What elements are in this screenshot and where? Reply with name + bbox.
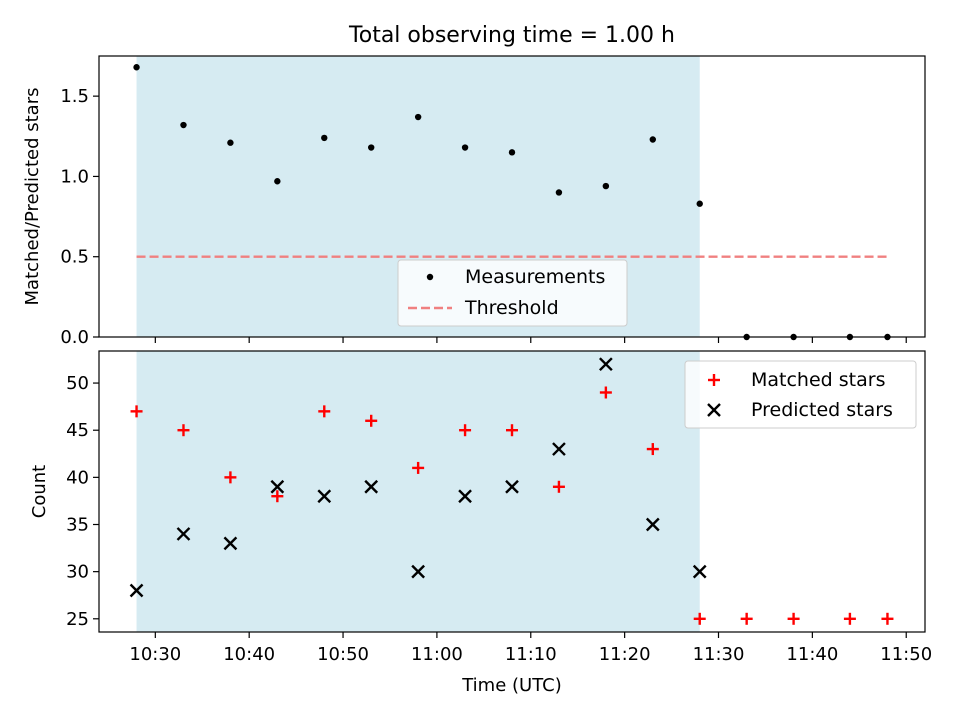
legend-plus-glyph: [708, 374, 720, 386]
predicted-star-point: [599, 357, 613, 372]
top-y-tick-label: 1.0: [60, 166, 89, 187]
legend-measurements-marker: [426, 273, 434, 281]
measurement-point: [414, 113, 422, 121]
predicted-star-point: [176, 527, 191, 541]
legend-threshold-label: Threshold: [464, 297, 559, 319]
predicted-star-point: [129, 583, 144, 598]
measurement-point: [508, 149, 516, 156]
matched-star-point: [318, 405, 331, 418]
matched-star-point: [843, 612, 856, 625]
matched-star-point: [646, 443, 659, 456]
bottom-x-tick-label: 11:20: [599, 644, 651, 665]
matched-star-point: [599, 386, 612, 399]
bottom-axes-frame: [98, 350, 926, 633]
bottom-y-tick-label: 45: [66, 420, 89, 441]
matched-star-point: [787, 612, 800, 625]
measurement-point: [180, 121, 187, 129]
measurement-point: [274, 178, 281, 185]
bottom-y-axis-ticks: 25 30 35 40 45 50: [66, 373, 99, 630]
measurement-point: [227, 139, 234, 146]
matched-star-point: [740, 612, 753, 625]
bottom-x-axis-ticks: 10:30 10:40 10:50 11:00 11:10 11:20 11:30 11:40…: [129, 632, 932, 665]
measurement-point: [555, 189, 563, 196]
predicted-star-point: [317, 489, 332, 504]
measurement-point: [649, 136, 656, 143]
matched-star-point: [177, 424, 190, 437]
bottom-x-tick-label: 11:40: [786, 644, 838, 665]
measurement-point: [461, 144, 469, 151]
top-panel: 0.0 0.5 1.0 1.5 Total observing time = 1.00…: [22, 23, 926, 348]
top-x-axis-ticks: [154, 337, 907, 343]
top-axes-frame: [98, 55, 926, 338]
predicted-stars-series: [129, 357, 707, 598]
matched-stars-series: [130, 386, 894, 625]
matched-star-point: [552, 480, 565, 493]
matched-star-point: [365, 414, 378, 427]
measurement-point: [133, 64, 140, 71]
predicted-star-point: [505, 479, 519, 494]
matched-star-point: [412, 461, 425, 474]
matched-star-point: [506, 424, 518, 437]
top-y-axis-label: Matched/Predicted stars: [22, 88, 43, 306]
legend-predicted-label: Predicted stars: [751, 399, 893, 421]
predicted-star-point: [270, 479, 285, 494]
measurement-point: [368, 144, 375, 151]
predicted-star-point: [458, 489, 472, 504]
predicted-star-point: [223, 536, 238, 551]
measurement-point: [696, 200, 703, 207]
matched-star-point: [130, 405, 143, 418]
predicted-star-point: [692, 564, 707, 579]
bottom-x-tick-label: 11:30: [693, 644, 745, 665]
predicted-star-point: [552, 442, 566, 456]
legend-measurements-label: Measurements: [465, 266, 605, 288]
matched-star-point: [459, 424, 472, 437]
bottom-panel: 25 30 35 40 45 50 10:30 10:40 10:50 11:00 11:10 11…: [29, 350, 932, 696]
measurement-point: [321, 134, 328, 142]
bottom-x-axis-label: Time (UTC): [461, 675, 562, 696]
bottom-y-axis-label: Count: [29, 465, 50, 518]
bottom-y-tick-label: 30: [66, 562, 89, 583]
bottom-legend-box: [684, 360, 917, 429]
predicted-star-point: [411, 564, 425, 579]
top-y-axis-ticks: 0.0 0.5 1.0 1.5: [60, 86, 99, 348]
top-legend: Measurements Threshold: [397, 259, 628, 327]
top-y-tick-label: 1.5: [60, 86, 89, 107]
legend-x-glyph: [707, 403, 721, 417]
measurements-series: [133, 64, 891, 341]
top-legend-box: [397, 259, 628, 327]
bottom-y-tick-label: 40: [66, 467, 89, 488]
predicted-star-point: [645, 517, 660, 532]
bottom-x-tick-label: 11:10: [505, 644, 557, 665]
bottom-x-tick-label: 10:30: [129, 644, 181, 665]
matched-star-point: [881, 612, 894, 625]
bottom-y-tick-label: 25: [66, 609, 89, 630]
bottom-legend: Matched stars Predicted stars: [684, 360, 917, 429]
legend-predicted-marker: [707, 403, 721, 417]
top-y-tick-label: 0.5: [60, 247, 89, 268]
bottom-x-tick-label: 11:50: [880, 644, 932, 665]
bottom-x-tick-label: 10:40: [223, 644, 275, 665]
predicted-star-point: [364, 479, 379, 494]
bottom-observing-window-span: [136, 351, 700, 632]
legend-matched-label: Matched stars: [751, 369, 885, 391]
top-y-tick-label: 0.0: [60, 327, 89, 348]
bottom-y-tick-label: 35: [66, 515, 89, 536]
legend-matched-marker: [708, 374, 720, 386]
bottom-x-tick-label: 11:00: [411, 644, 463, 665]
bottom-x-tick-label: 10:50: [317, 644, 369, 665]
matched-star-point: [271, 490, 284, 503]
measurement-point: [602, 182, 610, 190]
chart-title: Total observing time = 1.00 h: [348, 23, 675, 48]
matched-star-point: [693, 612, 706, 625]
bottom-y-tick-label: 50: [66, 373, 89, 394]
matched-star-point: [224, 471, 237, 484]
